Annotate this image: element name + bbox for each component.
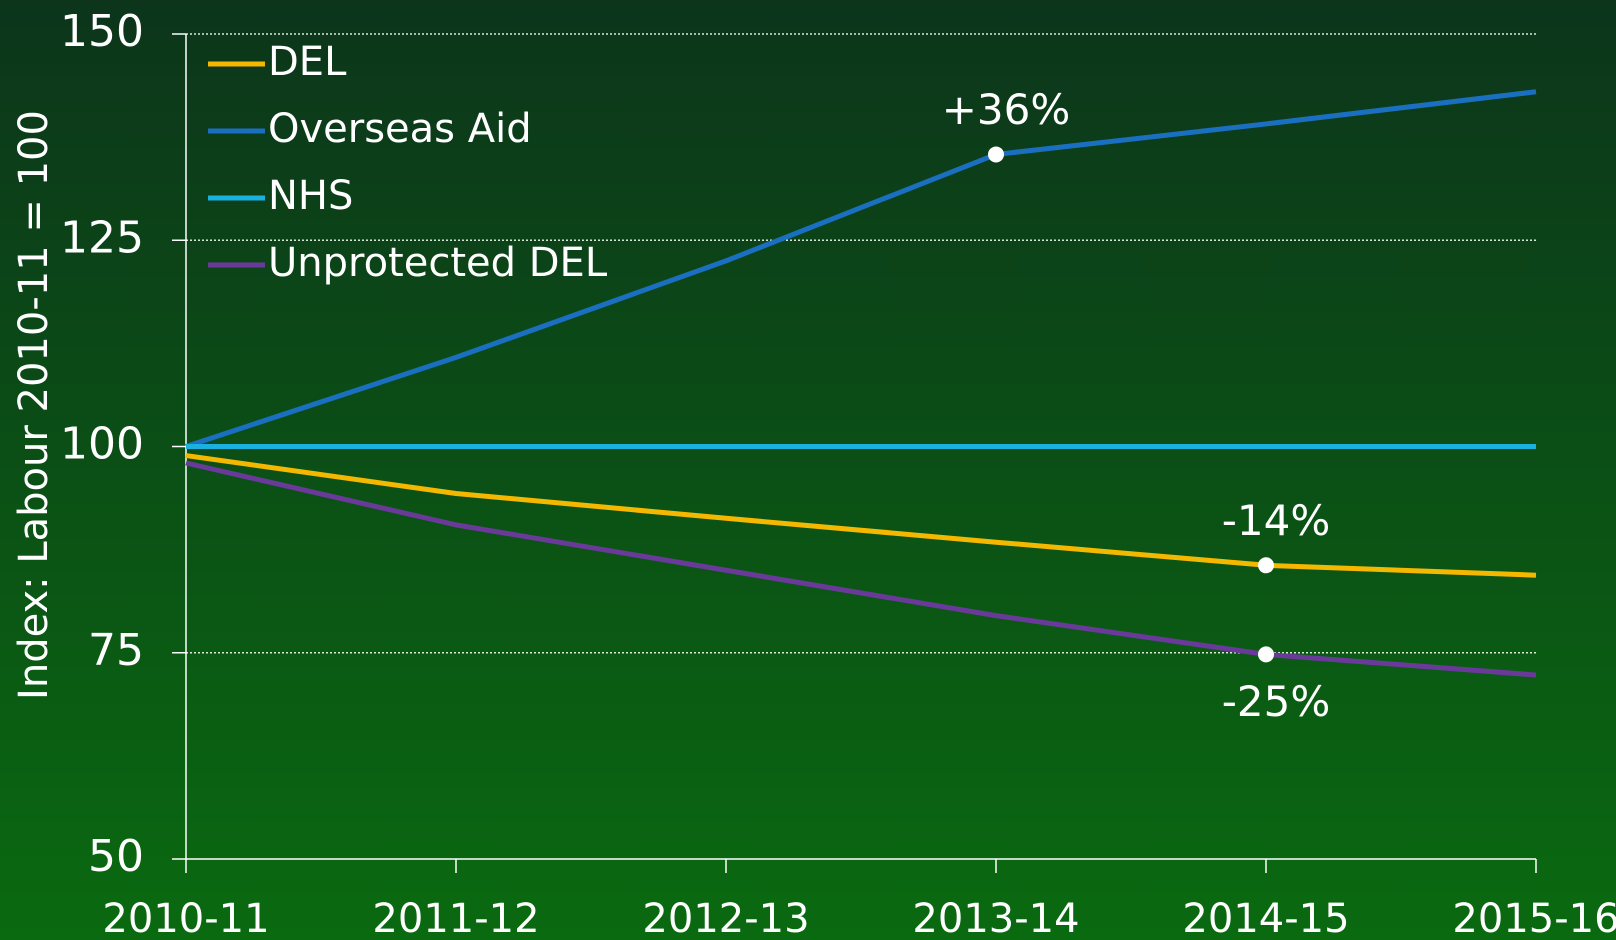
line-series <box>185 89 1537 449</box>
legend-label: NHS <box>268 173 353 219</box>
y-tick-label: 50 <box>88 831 144 882</box>
x-tick-label: 2013-14 <box>912 896 1079 940</box>
legend-label: Overseas Aid <box>268 106 532 152</box>
y-axis-label: Index: Labour 2010-11 = 100 <box>11 110 57 700</box>
x-tick-label: 2012-13 <box>642 896 809 940</box>
x-tick-label: 2011-12 <box>372 896 539 940</box>
x-tick-label: 2015-16 <box>1452 896 1616 940</box>
annotation-dot <box>1258 646 1274 663</box>
annotation-dot <box>988 146 1004 163</box>
y-tick-label: 150 <box>60 6 144 57</box>
y-tick-label: 75 <box>88 625 144 676</box>
line-series <box>185 453 1537 578</box>
y-tick-label: 125 <box>60 212 144 263</box>
annotation: -25% <box>1222 677 1331 726</box>
annotation-dot <box>1258 557 1274 574</box>
legend-label: Unprotected DEL <box>268 240 608 286</box>
annotation: +36% <box>942 85 1071 134</box>
line-series <box>185 460 1537 678</box>
x-tick-label: 2010-11 <box>102 896 269 940</box>
y-tick-label: 100 <box>60 419 144 470</box>
x-tick-label: 2014-15 <box>1182 896 1349 940</box>
annotation: -14% <box>1222 496 1331 545</box>
legend-label: DEL <box>268 39 347 85</box>
